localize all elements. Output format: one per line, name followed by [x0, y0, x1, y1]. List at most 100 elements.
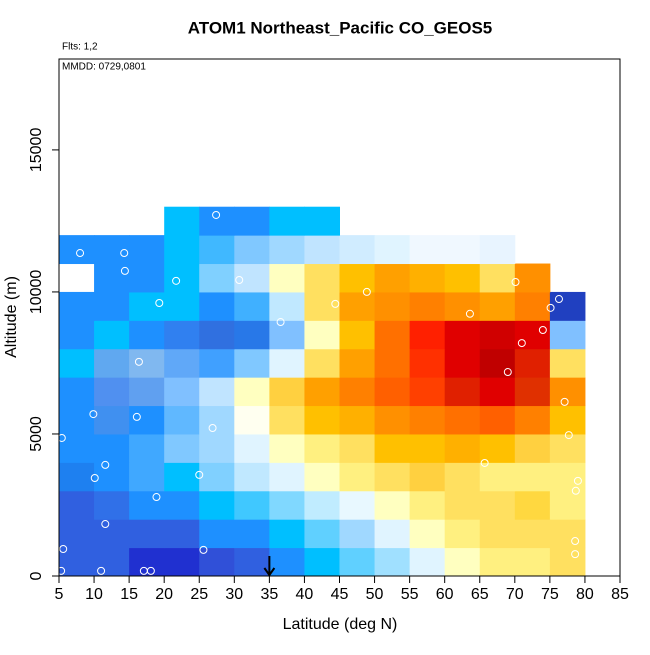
sample-point — [503, 368, 512, 377]
heat-cell — [374, 405, 411, 435]
x-tick-label: 25 — [190, 586, 208, 603]
heat-cell — [59, 235, 95, 265]
heat-cell — [549, 490, 586, 520]
x-tick-label: 45 — [331, 586, 349, 603]
latitude-arrow — [263, 556, 276, 577]
heat-cell — [549, 348, 586, 378]
y-axis-label: Altitude (m) — [3, 276, 20, 358]
sample-point — [208, 424, 217, 433]
heat-cell — [444, 462, 481, 492]
sample-point — [199, 545, 208, 554]
heat-cell — [304, 433, 340, 463]
heat-cell — [164, 547, 200, 577]
heat-cell — [304, 462, 340, 492]
heat-cell — [409, 291, 446, 321]
heat-cell — [374, 490, 411, 520]
heat-cell — [199, 377, 235, 407]
heat-cell — [479, 547, 516, 577]
heat-cell — [304, 348, 340, 378]
heat-cell — [199, 206, 235, 236]
heat-cell — [339, 462, 376, 492]
heat-cell — [479, 433, 516, 463]
sample-point — [101, 460, 110, 469]
heat-cell — [514, 291, 551, 321]
sample-point — [517, 339, 526, 348]
heat-cell — [234, 490, 270, 520]
heat-cell — [444, 490, 481, 520]
heat-cell — [164, 348, 200, 378]
sample-point — [57, 566, 66, 575]
heat-cell — [374, 547, 411, 577]
heat-cell — [479, 348, 516, 378]
x-tick-label: 55 — [401, 586, 419, 603]
heat-cell — [304, 235, 340, 265]
heat-cell — [234, 235, 270, 265]
sample-point — [573, 476, 582, 485]
heat-cell — [269, 377, 305, 407]
heat-cell — [444, 377, 481, 407]
x-tick-label: 75 — [541, 586, 559, 603]
heat-cell — [549, 405, 586, 435]
heat-cell — [199, 462, 235, 492]
heat-cell — [199, 547, 235, 577]
sample-point — [101, 520, 110, 529]
x-tick-label: 30 — [225, 586, 243, 603]
heat-cell — [269, 291, 305, 321]
x-tick-label: 85 — [611, 586, 629, 603]
heat-cell — [444, 263, 481, 293]
heat-cell — [59, 291, 95, 321]
heat-cell — [444, 433, 481, 463]
heat-cell — [199, 519, 235, 549]
heat-cell — [339, 433, 376, 463]
heat-cell — [549, 320, 586, 350]
heat-cell — [514, 320, 551, 350]
heat-cell — [269, 320, 305, 350]
heat-cell — [409, 462, 446, 492]
x-tick-label: 35 — [260, 586, 278, 603]
sample-point — [560, 397, 569, 406]
heat-cell — [479, 263, 516, 293]
sample-point — [465, 309, 474, 318]
heat-cell — [409, 320, 446, 350]
heat-cell — [514, 462, 551, 492]
sample-point — [546, 303, 555, 312]
sample-point — [362, 287, 371, 296]
heat-cell — [164, 462, 200, 492]
heat-cell — [199, 235, 235, 265]
heat-cell — [444, 547, 481, 577]
dates-note: MMDD: 0729,0801 — [62, 62, 146, 73]
heat-cell — [164, 263, 200, 293]
heat-cell — [514, 433, 551, 463]
sample-point — [90, 473, 99, 482]
heat-cell — [339, 235, 376, 265]
heat-cell — [164, 519, 200, 549]
heat-cell — [549, 291, 586, 321]
sample-point — [554, 295, 563, 304]
sample-point — [89, 410, 98, 419]
y-tick-label: 5000 — [28, 416, 45, 452]
heat-cell — [549, 462, 586, 492]
heat-cell — [374, 377, 411, 407]
sample-point — [146, 566, 155, 575]
heat-cell — [234, 547, 270, 577]
heat-cell — [269, 235, 305, 265]
heat-cell — [374, 320, 411, 350]
x-tick-label: 10 — [85, 586, 103, 603]
heat-cell — [234, 462, 270, 492]
heat-cell — [129, 377, 165, 407]
heat-cell — [94, 263, 130, 293]
heat-cell — [269, 433, 305, 463]
heat-cell — [374, 433, 411, 463]
heat-cell — [339, 377, 376, 407]
heat-cell — [514, 490, 551, 520]
heat-cell — [94, 462, 130, 492]
sample-point — [120, 266, 129, 275]
sample-point — [276, 318, 285, 327]
heat-cell — [234, 405, 270, 435]
heat-cell — [444, 348, 481, 378]
heat-cell — [339, 320, 376, 350]
heat-cell — [409, 405, 446, 435]
heat-cell — [269, 348, 305, 378]
sample-point — [235, 276, 244, 285]
x-tick-label: 15 — [120, 586, 138, 603]
